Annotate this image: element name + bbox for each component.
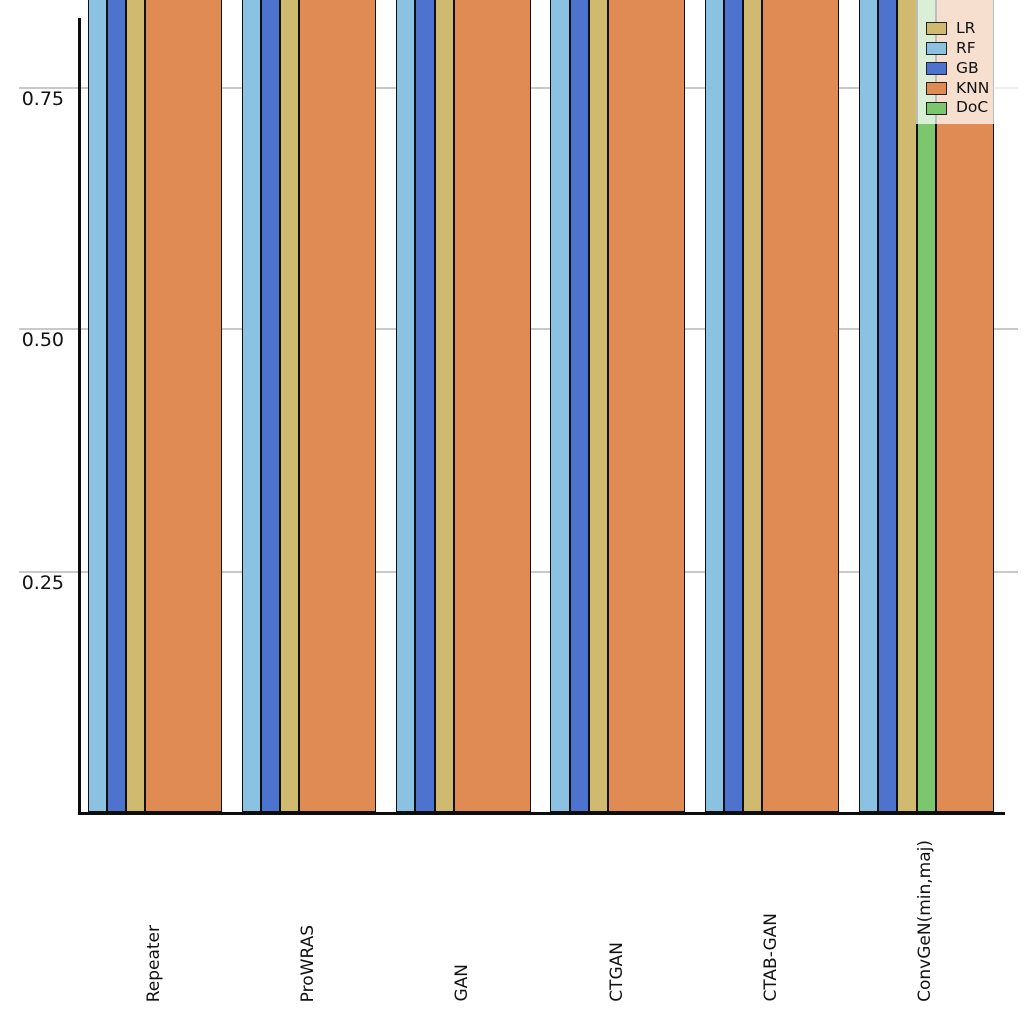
legend-item-knn: KNN	[916, 78, 1023, 98]
bar-gan-lr	[434, 0, 454, 812]
bar-repeater-lr	[125, 0, 146, 812]
bar-ctab-gan-gb	[723, 0, 744, 812]
bar-gan-rf	[396, 0, 416, 812]
legend: LR RF GB KNN DoC	[916, 0, 1023, 124]
bar-ctab-gan-knn	[762, 0, 840, 812]
bar-gan-gb	[415, 0, 435, 812]
legend-swatch-rf	[926, 42, 947, 56]
legend-swatch-gb	[926, 61, 947, 75]
y-axis-spine	[78, 18, 81, 815]
x-tick-label-ctgan: CTGAN	[606, 942, 627, 1002]
y-tick-label: 0.50	[21, 328, 64, 351]
legend-label: KNN	[956, 78, 990, 97]
bar-ctab-gan-lr	[743, 0, 763, 812]
legend-item-rf: RF	[916, 39, 1023, 59]
bar-convgen-min-maj--lr	[897, 0, 917, 812]
legend-label: DoC	[956, 98, 989, 117]
legend-item-lr: LR	[916, 19, 1023, 39]
legend-item-doc: DoC	[916, 98, 1023, 118]
x-tick-label-prowras: ProWRAS	[298, 924, 319, 1002]
bar-ctab-gan-rf	[704, 0, 724, 812]
legend-label: GB	[956, 58, 979, 77]
x-tick-label-gan: GAN	[452, 964, 473, 1002]
bar-repeater-rf	[87, 0, 107, 812]
bar-prowras-lr	[280, 0, 300, 812]
x-tick-label-convgen-min-maj-: ConvGeN(min,maj)	[915, 840, 936, 1002]
bar-ctgan-lr	[588, 0, 609, 812]
bar-prowras-rf	[241, 0, 262, 812]
legend-swatch-knn	[926, 81, 947, 95]
bar-convgen-min-maj--gb	[878, 0, 898, 812]
legend-item-gb: GB	[916, 59, 1023, 79]
bar-repeater-knn	[145, 0, 223, 812]
x-axis-spine	[78, 812, 1005, 815]
bar-gan-knn	[453, 0, 531, 812]
bar-ctgan-rf	[550, 0, 570, 812]
bar-ctgan-knn	[608, 0, 685, 812]
legend-label: RF	[956, 38, 976, 57]
bar-convgen-min-maj--doc	[916, 0, 936, 812]
bar-prowras-knn	[299, 0, 377, 812]
legend-swatch-doc	[926, 101, 947, 115]
y-tick-label: 0.25	[21, 571, 64, 594]
legend-swatch-lr	[926, 22, 947, 36]
legend-label: LR	[956, 19, 976, 38]
bar-convgen-min-maj--knn	[935, 0, 994, 812]
x-tick-label-ctab-gan: CTAB-GAN	[761, 913, 781, 1002]
x-tick-label-repeater: Repeater	[143, 924, 164, 1002]
bar-convgen-min-maj--rf	[859, 0, 879, 812]
y-tick-label: 0.75	[21, 87, 64, 110]
bar-repeater-gb	[106, 0, 126, 812]
bar-prowras-gb	[261, 0, 281, 812]
bar-ctgan-gb	[569, 0, 589, 812]
